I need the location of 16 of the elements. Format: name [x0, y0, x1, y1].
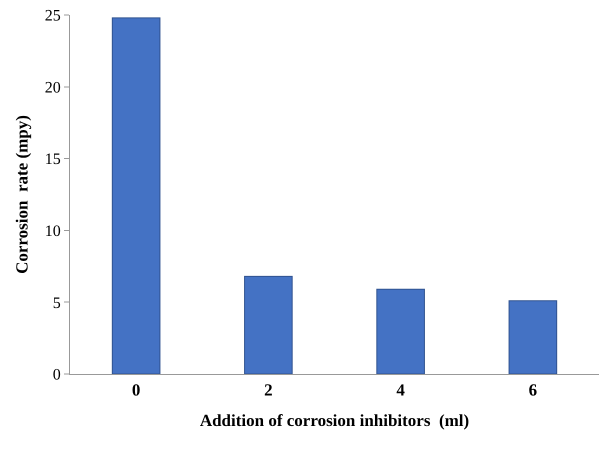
bar — [508, 300, 558, 374]
y-tick-label: 5 — [52, 294, 61, 312]
x-tick-label: 6 — [528, 380, 538, 400]
y-tick-label: 10 — [44, 223, 61, 240]
bar — [244, 276, 293, 374]
bar — [112, 17, 160, 374]
y-axis-title: Corrosion rate (mpy) — [12, 115, 32, 274]
y-tick-label: 20 — [44, 79, 61, 96]
y-tick-label: 25 — [44, 8, 61, 25]
y-tick-label: 15 — [44, 151, 61, 168]
y-tick-label: 0 — [52, 366, 61, 384]
bar — [376, 288, 425, 374]
x-tick-label: 4 — [396, 380, 406, 400]
x-tick-label: 0 — [132, 380, 140, 400]
x-axis-title: Addition of corrosion inhibitors (ml) — [200, 410, 470, 430]
x-tick-label: 2 — [264, 380, 273, 400]
